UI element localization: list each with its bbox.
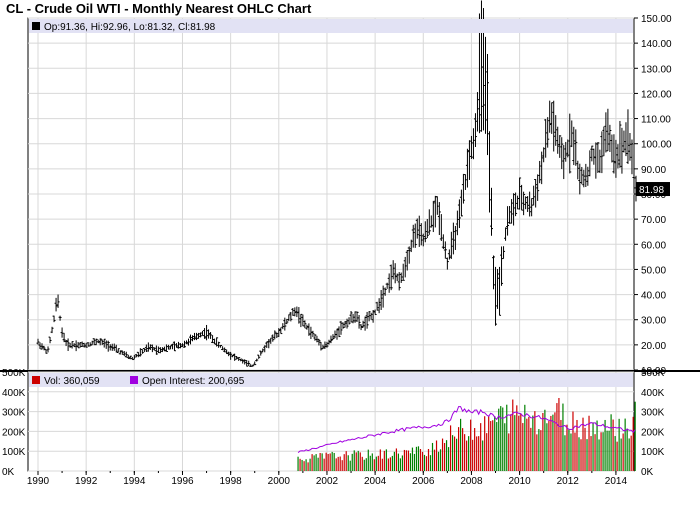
y-tick-label: 120.00 — [641, 89, 672, 100]
y-tick-label-right: 0K — [641, 467, 654, 478]
volume-legend-text: Vol: 360,059 — [44, 376, 100, 387]
y-tick-label: 90.00 — [641, 165, 666, 176]
x-tick-label: 2010 — [508, 476, 531, 487]
y-tick-label: 40.00 — [641, 291, 666, 302]
y-tick-label-right: 100K — [641, 447, 665, 458]
x-tick-label: 1996 — [171, 476, 194, 487]
y-tick-label: 130.00 — [641, 64, 672, 75]
last-value-label: 81.98 — [639, 185, 664, 196]
y-tick-label: 30.00 — [641, 316, 666, 327]
y-tick-label: 50.00 — [641, 265, 666, 276]
x-tick-label: 2000 — [268, 476, 291, 487]
open-interest-line — [297, 406, 636, 453]
x-tick-label: 1994 — [123, 476, 146, 487]
y-tick-label-left: 100K — [2, 447, 26, 458]
y-tick-label-left: 400K — [2, 388, 26, 399]
y-tick-label: 20.00 — [641, 341, 666, 352]
x-tick-label: 2002 — [316, 476, 339, 487]
price-panel: 150.00 140.00 130.00 120.00 110.00 100.00 90.0… — [27, 0, 672, 377]
y-tick-label: 150.00 — [641, 14, 672, 25]
x-tick-label: 2012 — [557, 476, 580, 487]
x-tick-label: 2014 — [605, 476, 628, 487]
price-legend-swatch — [32, 22, 40, 30]
open-interest-legend-swatch — [130, 376, 138, 384]
x-tick-label: 2008 — [460, 476, 483, 487]
last-value-box — [636, 182, 670, 197]
y-tick-label-right: 400K — [641, 388, 665, 399]
x-tick-label: 1990 — [27, 476, 50, 487]
volume-legend-swatch — [32, 376, 40, 384]
y-tick-label-left: 500K — [2, 368, 26, 379]
volume-legend-bar — [29, 373, 633, 387]
chart-title: CL - Crude Oil WTI - Monthly Nearest OHL… — [6, 1, 312, 16]
open-interest-legend-text: Open Interest: 200,695 — [142, 376, 245, 387]
y-tick-label: 60.00 — [641, 240, 666, 251]
x-tick-label: 1998 — [220, 476, 243, 487]
y-tick-label: 140.00 — [641, 39, 672, 50]
y-tick-label-right: 300K — [641, 408, 665, 419]
y-tick-label-left: 200K — [2, 427, 26, 438]
x-tick-label: 2006 — [412, 476, 435, 487]
x-axis: 1990 1992 1994 1996 1998 2000 2002 2004 2006 2008… — [27, 471, 628, 487]
y-tick-label-left: 0K — [2, 467, 15, 478]
x-tick-label: 1992 — [75, 476, 98, 487]
y-tick-label-right: 500K — [641, 368, 665, 379]
y-tick-label-left: 300K — [2, 408, 26, 419]
y-tick-label-right: 200K — [641, 427, 665, 438]
volume-panel: 500K 500K 400K 400K 300K 300K 200K 200K 100K 100K… — [0, 368, 700, 478]
price-legend-text: Op:91.36, Hi:92.96, Lo:81.32, Cl:81.98 — [44, 22, 216, 33]
x-tick-label: 2004 — [364, 476, 387, 487]
y-tick-label: 110.00 — [641, 115, 671, 126]
y-tick-label: 100.00 — [641, 140, 672, 151]
y-tick-label: 70.00 — [641, 215, 666, 226]
price-legend-bar — [29, 19, 633, 33]
